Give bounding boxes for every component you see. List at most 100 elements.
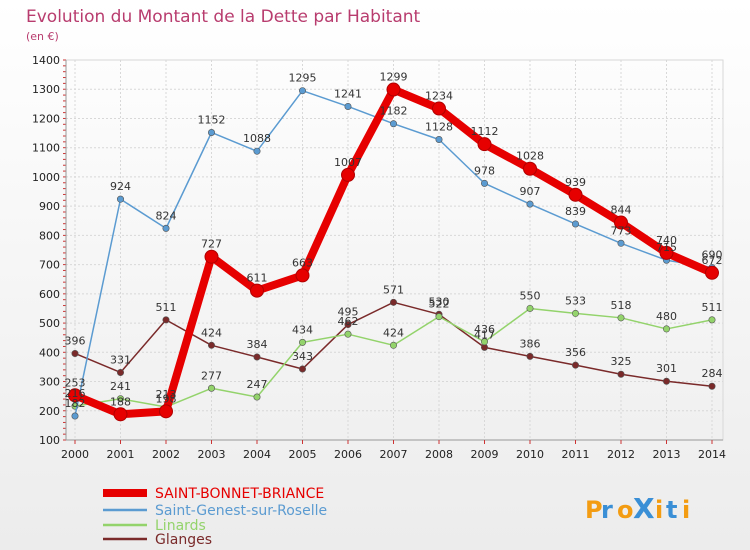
x-tick-label: 2003 — [198, 448, 226, 461]
data-label: 198 — [156, 392, 177, 405]
data-label: 533 — [565, 294, 586, 307]
y-tick-label: 300 — [39, 376, 60, 389]
legend-label: Linards — [155, 518, 206, 534]
brand-letter: o — [617, 496, 634, 524]
legend: SAINT-BONNET-BRIANCESaint-Genest-sur-Ros… — [103, 486, 327, 548]
data-label: 844 — [611, 204, 632, 217]
data-label: 550 — [520, 289, 541, 302]
data-point — [253, 353, 261, 361]
y-tick-label: 1200 — [32, 112, 60, 125]
data-label: 518 — [611, 299, 632, 312]
data-point — [298, 338, 306, 346]
data-point — [523, 161, 537, 176]
data-label: 522 — [429, 298, 450, 311]
data-label: 480 — [656, 310, 677, 323]
x-tick-label: 2014 — [698, 448, 726, 461]
legend-label: Saint-Genest-sur-Roselle — [155, 503, 327, 519]
data-label: 1299 — [380, 71, 408, 84]
data-label: 247 — [247, 378, 268, 391]
data-label: 1152 — [198, 113, 226, 126]
data-label: 384 — [247, 338, 268, 351]
data-point — [117, 195, 125, 203]
data-point — [208, 128, 216, 136]
data-label: 253 — [65, 376, 86, 389]
data-point — [298, 87, 306, 95]
data-label: 424 — [201, 326, 222, 339]
data-point — [389, 298, 397, 306]
y-tick-label: 800 — [39, 229, 60, 242]
data-label: 343 — [292, 350, 313, 363]
data-label: 672 — [702, 254, 723, 267]
x-tick-label: 2009 — [471, 448, 499, 461]
data-point — [659, 245, 674, 260]
data-label: 301 — [656, 362, 677, 375]
data-point — [208, 384, 216, 392]
data-point — [571, 309, 579, 317]
data-point — [617, 370, 625, 378]
data-label: 571 — [383, 283, 404, 296]
data-point — [435, 313, 443, 321]
data-point — [432, 101, 446, 116]
y-tick-label: 500 — [39, 317, 60, 330]
data-label: 839 — [565, 205, 586, 218]
brand-letter: t — [666, 496, 677, 524]
legend-label: SAINT-BONNET-BRIANCE — [155, 486, 324, 502]
x-tick-label: 2012 — [607, 448, 635, 461]
data-point — [708, 382, 716, 390]
data-point — [71, 412, 79, 420]
data-label: 1112 — [471, 125, 499, 138]
data-point — [662, 377, 670, 385]
brand-letter: i — [682, 496, 690, 524]
data-point — [250, 283, 264, 298]
x-tick-label: 2007 — [380, 448, 408, 461]
data-point — [344, 102, 352, 110]
data-label: 511 — [702, 301, 723, 314]
data-point — [705, 265, 719, 280]
y-tick-label: 900 — [39, 200, 60, 213]
x-tick-label: 2010 — [516, 448, 544, 461]
y-tick-label: 400 — [39, 346, 60, 359]
data-label: 663 — [292, 256, 313, 269]
legend-label: Glanges — [155, 532, 212, 548]
data-point — [526, 304, 534, 312]
data-point — [568, 187, 583, 202]
x-tick-label: 2001 — [107, 448, 135, 461]
data-label: 241 — [110, 380, 131, 393]
data-label: 1295 — [289, 72, 317, 85]
data-label: 773 — [611, 224, 632, 237]
y-tick-label: 1300 — [32, 83, 60, 96]
data-label: 356 — [565, 346, 586, 359]
data-point — [526, 352, 534, 360]
data-label: 727 — [201, 238, 222, 251]
data-label: 462 — [338, 315, 359, 328]
data-point — [386, 82, 401, 97]
chart-subtitle: (en €) — [26, 30, 59, 43]
data-label: 216 — [65, 387, 86, 400]
axes: 100 200 300 400 500 600 700 800 900 1000 1100 1200 1… — [32, 54, 726, 461]
data-point — [617, 314, 625, 322]
data-point — [480, 338, 488, 346]
x-tick-label: 2000 — [61, 448, 89, 461]
data-point — [162, 316, 170, 324]
data-label: 213 — [156, 388, 177, 401]
y-tick-label: 100 — [39, 434, 60, 447]
data-label: 1028 — [516, 150, 544, 163]
data-label: 331 — [110, 353, 131, 366]
data-point — [571, 220, 579, 228]
y-tick-label: 600 — [39, 288, 60, 301]
data-label: 424 — [383, 326, 404, 339]
data-point — [344, 330, 352, 338]
data-point — [662, 325, 670, 333]
data-label: 434 — [292, 323, 313, 336]
x-tick-label: 2006 — [334, 448, 362, 461]
x-tick-label: 2013 — [653, 448, 681, 461]
data-label: 1182 — [380, 105, 408, 118]
data-point — [435, 136, 443, 144]
data-label: 436 — [474, 323, 495, 336]
brand-letter: P — [585, 496, 603, 524]
data-label: 495 — [338, 306, 359, 319]
data-point — [113, 407, 128, 422]
data-label: 1007 — [334, 156, 362, 169]
